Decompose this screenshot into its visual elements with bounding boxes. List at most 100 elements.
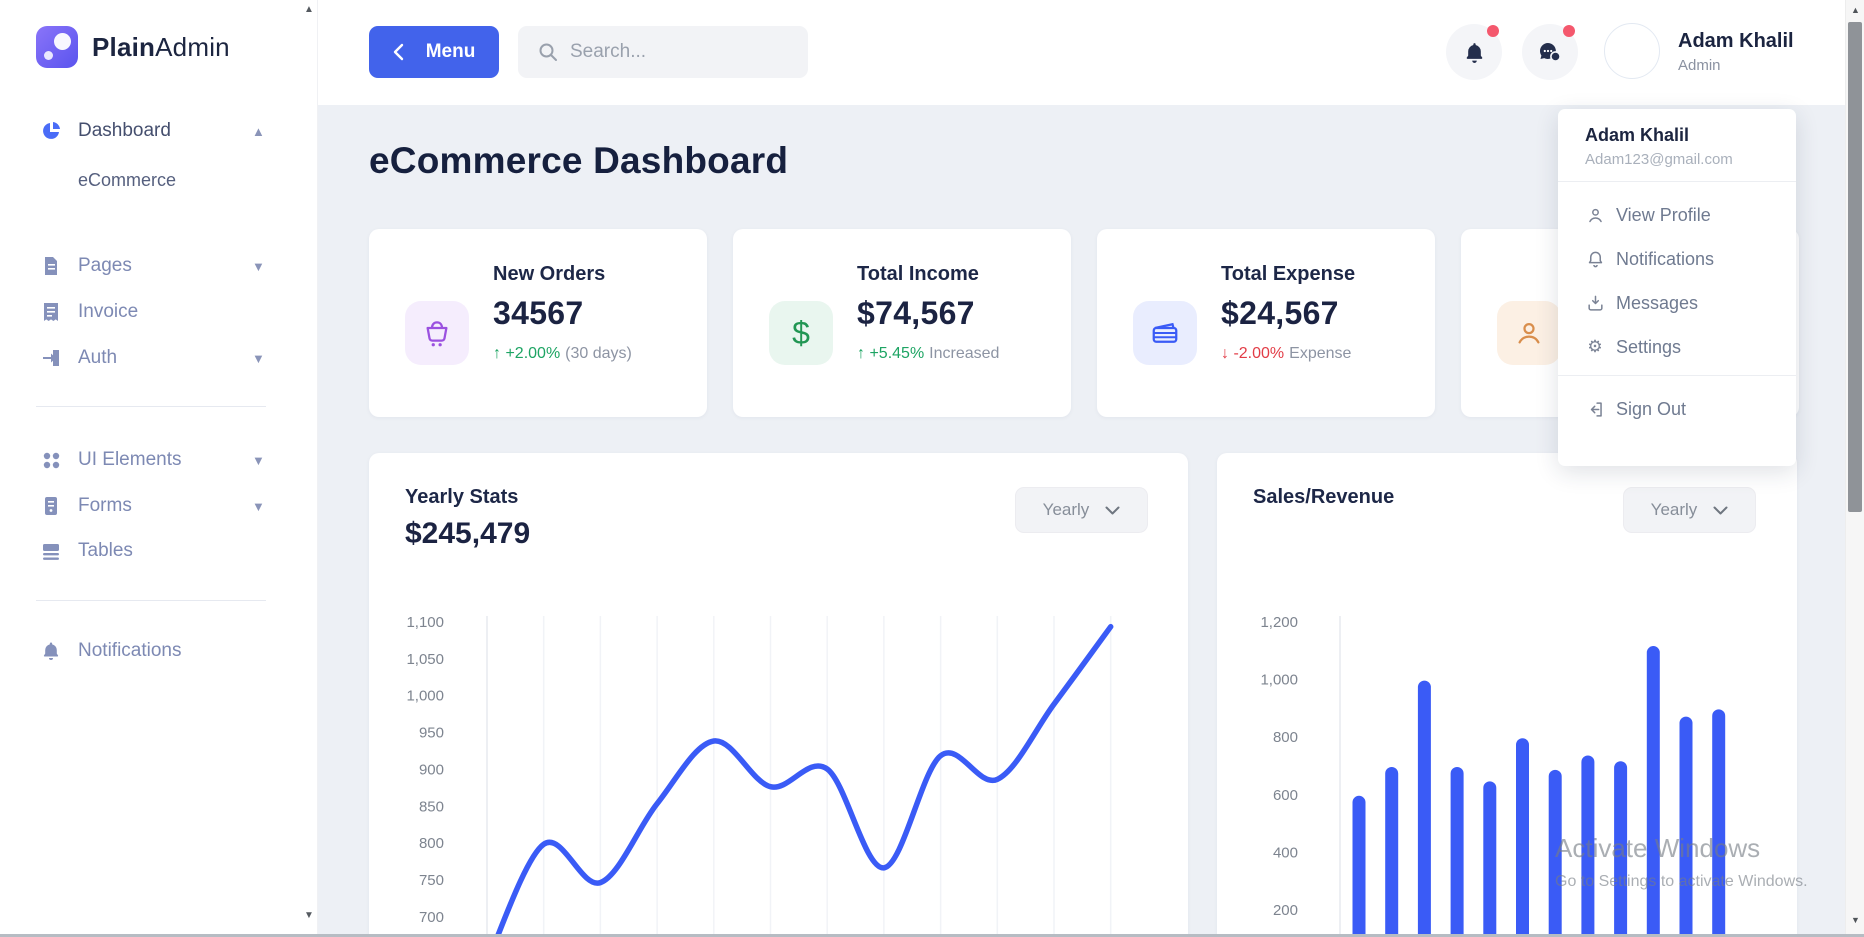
notification-badge <box>1487 25 1499 37</box>
sign-out-icon <box>1585 399 1605 419</box>
chevron-up-icon: ▲ <box>252 123 265 139</box>
trend-up-icon: ↑ <box>493 345 501 362</box>
sidebar-item-ecommerce[interactable]: eCommerce <box>0 163 318 197</box>
scroll-down-icon[interactable]: ▼ <box>1851 915 1860 925</box>
period-select-value: Yearly <box>1042 500 1090 519</box>
svg-text:1,050: 1,050 <box>406 651 444 668</box>
chevron-down-icon <box>1105 506 1120 514</box>
sidebar-item-tables[interactable]: Tables <box>0 534 318 568</box>
svg-text:1,200: 1,200 <box>1260 614 1298 631</box>
trend-up-icon: ↑ <box>857 345 865 362</box>
sidebar-item-auth[interactable]: Auth ▼ <box>0 341 318 375</box>
user-icon <box>1497 301 1561 365</box>
svg-text:800: 800 <box>1273 729 1298 746</box>
card-change: ↑ +5.45% Increased <box>857 345 999 363</box>
sidebar-divider <box>36 406 266 407</box>
messages-button[interactable] <box>1522 24 1578 80</box>
form-icon <box>40 495 62 517</box>
card-value: 34567 <box>493 295 584 331</box>
window-scrollbar[interactable]: ▲ ▼ <box>1845 0 1864 937</box>
chart-title: Sales/Revenue <box>1253 486 1395 508</box>
sidebar-scroll-up-icon[interactable]: ▲ <box>304 4 314 15</box>
yearly-stats-panel: Yearly Stats $245,479 Yearly 1,100 1,050 1… <box>369 453 1188 937</box>
download-tray-icon <box>1585 293 1605 313</box>
svg-text:1,100: 1,100 <box>406 614 444 631</box>
card-value: $74,567 <box>857 295 975 331</box>
pie-chart-icon <box>40 120 62 142</box>
card-change: ↓ -2.00% Expense <box>1221 345 1351 363</box>
menu-item-settings[interactable]: ⚙ Settings <box>1558 327 1796 367</box>
file-icon <box>40 255 62 277</box>
trend-down-icon: ↓ <box>1221 345 1229 362</box>
card-title: Total Expense <box>1221 263 1356 285</box>
sidebar-item-label: Tables <box>78 540 133 561</box>
cart-icon <box>405 301 469 365</box>
menu-item-label: Settings <box>1616 336 1682 357</box>
svg-text:600: 600 <box>1273 787 1298 804</box>
invoice-icon <box>40 301 62 323</box>
stat-card-new-orders: New Orders 34567 ↑ +2.00% (30 days) <box>369 229 707 417</box>
menu-item-messages[interactable]: Messages <box>1558 283 1796 323</box>
menu-divider <box>1558 181 1796 182</box>
sidebar-item-forms[interactable]: Forms ▼ <box>0 489 318 523</box>
user-name: Adam Khalil <box>1678 30 1794 52</box>
sales-revenue-bar-chart: 1,200 1,000 800 600 400 200 <box>1260 614 1726 937</box>
sales-revenue-panel: Sales/Revenue Yearly 1,200 1,000 800 600 400… <box>1217 453 1797 937</box>
change-percent: -2.00% <box>1233 345 1285 362</box>
brand-name-bold: Plain <box>92 31 156 62</box>
brand-name: PlainAdmin <box>92 32 230 63</box>
menu-item-label: View Profile <box>1616 204 1711 225</box>
change-percent: +5.45% <box>869 345 925 362</box>
sidebar-item-invoice[interactable]: Invoice <box>0 295 318 329</box>
svg-text:700: 700 <box>419 909 444 926</box>
sidebar-item-label: Pages <box>78 255 132 276</box>
chevron-down-icon: ▼ <box>252 498 265 514</box>
credit-card-icon <box>1133 301 1197 365</box>
sidebar-item-ui-elements[interactable]: UI Elements ▼ <box>0 443 318 477</box>
user-role: Admin <box>1678 57 1721 74</box>
sidebar-item-pages[interactable]: Pages ▼ <box>0 249 318 283</box>
sidebar-item-dashboard[interactable]: Dashboard ▲ <box>0 114 318 148</box>
period-select[interactable]: Yearly <box>1015 487 1148 533</box>
page-title: eCommerce Dashboard <box>369 140 789 181</box>
dollar-icon: $ <box>769 301 833 365</box>
user-info[interactable]: Adam Khalil Admin <box>1678 30 1794 74</box>
stat-card-total-income: $ Total Income $74,567 ↑ +5.45% Increase… <box>733 229 1071 417</box>
dropdown-user-email: Adam123@gmail.com <box>1585 151 1733 168</box>
sidebar-scroll-down-icon[interactable]: ▼ <box>304 910 314 921</box>
login-icon <box>40 347 62 369</box>
sidebar-divider <box>36 600 266 601</box>
topbar: Menu Adam Khalil Admin <box>318 0 1845 105</box>
avatar[interactable] <box>1604 23 1660 79</box>
brand[interactable]: PlainAdmin <box>36 26 230 68</box>
svg-text:1,000: 1,000 <box>1260 672 1298 689</box>
grid-dots-icon <box>40 449 62 471</box>
menu-item-sign-out[interactable]: Sign Out <box>1558 389 1796 429</box>
scroll-up-icon[interactable]: ▲ <box>1851 5 1860 15</box>
chevron-left-icon <box>393 43 403 61</box>
chart-title: Yearly Stats <box>405 486 519 508</box>
bell-icon <box>40 640 62 662</box>
sidebar-item-label: UI Elements <box>78 449 182 470</box>
chat-icon <box>1540 43 1561 62</box>
menu-item-notifications[interactable]: Notifications <box>1558 239 1796 279</box>
brand-name-light: Admin <box>155 31 230 62</box>
menu-item-view-profile[interactable]: View Profile <box>1558 195 1796 235</box>
menu-toggle-button[interactable]: Menu <box>369 26 499 78</box>
search-icon <box>539 43 557 61</box>
search-input[interactable] <box>570 41 790 63</box>
table-icon <box>40 540 62 562</box>
change-percent: +2.00% <box>505 345 561 362</box>
yearly-stats-line-chart: 1,100 1,050 1,000 950 900 850 800 750 700 <box>406 614 1114 937</box>
sidebar-item-label: eCommerce <box>78 169 177 190</box>
user-dropdown-menu: Adam Khalil Adam123@gmail.com View Profi… <box>1558 109 1796 466</box>
scrollbar-thumb[interactable] <box>1848 22 1862 512</box>
stat-card-total-expense: Total Expense $24,567 ↓ -2.00% Expense <box>1097 229 1435 417</box>
message-badge <box>1563 25 1575 37</box>
chevron-down-icon <box>1713 506 1728 514</box>
notifications-button[interactable] <box>1446 24 1502 80</box>
sidebar-item-notifications[interactable]: Notifications <box>0 634 318 668</box>
chevron-down-icon: ▼ <box>252 452 265 468</box>
period-select[interactable]: Yearly <box>1623 487 1756 533</box>
